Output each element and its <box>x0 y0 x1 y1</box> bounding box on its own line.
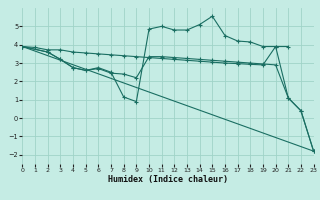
X-axis label: Humidex (Indice chaleur): Humidex (Indice chaleur) <box>108 175 228 184</box>
